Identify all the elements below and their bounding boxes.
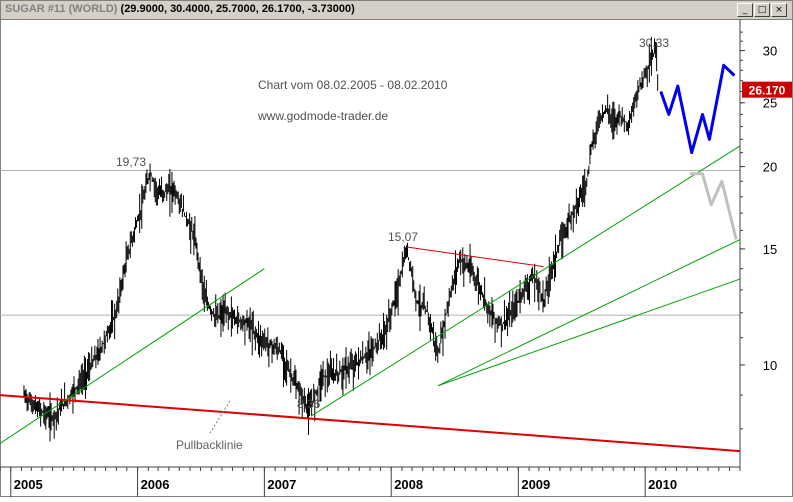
low-2007-label: 8,36 bbox=[297, 397, 321, 411]
high-2008-label: 15,07 bbox=[388, 230, 418, 244]
trendline-0 bbox=[0, 394, 741, 453]
window-titlebar[interactable]: SUGAR #11 (WORLD) (29.9000, 30.4000, 25.… bbox=[1, 1, 792, 20]
symbol-label: SUGAR #11 bbox=[5, 3, 66, 15]
x-tick-label: 2005 bbox=[14, 477, 43, 492]
ohlc-readout: (29.9000, 30.4000, 25.7000, 26.1700, -3.… bbox=[120, 3, 355, 15]
y-tick-label: 20 bbox=[763, 160, 777, 175]
forecast-path-0 bbox=[659, 63, 736, 155]
date-range-text: Chart vom 08.02.2005 - 08.02.2010 bbox=[258, 78, 448, 92]
window-title: SUGAR #11 (WORLD) (29.9000, 30.4000, 25.… bbox=[5, 3, 355, 15]
price-bars bbox=[23, 36, 659, 442]
forecast-paths bbox=[659, 63, 738, 240]
high-2010-label: 30,33 bbox=[639, 36, 669, 50]
price-badge-bg bbox=[742, 81, 792, 98]
trendline-4 bbox=[437, 278, 741, 387]
trendlines bbox=[0, 145, 741, 453]
forecast-path-1 bbox=[690, 172, 738, 240]
y-tick-label: 25 bbox=[763, 96, 777, 111]
x-tick-label: 2007 bbox=[267, 477, 296, 492]
y-tick-label: 30 bbox=[763, 44, 777, 59]
x-tick-label: 2010 bbox=[648, 477, 677, 492]
horizontal-levels bbox=[0, 169, 740, 316]
high-2006-label: 19,73 bbox=[116, 155, 146, 169]
website-text: www.godmode-trader.de bbox=[257, 109, 388, 123]
y-tick-label: 15 bbox=[763, 242, 777, 257]
price-chart: 10 15 20 25 30 2005 2006 2007 2008 2009 2010 Chart… bbox=[0, 19, 792, 497]
price-badge-value: 26.170 bbox=[749, 84, 786, 98]
maximize-button[interactable]: □ bbox=[754, 3, 770, 17]
y-tick-label: 10 bbox=[763, 358, 777, 373]
trendline-3 bbox=[437, 239, 741, 387]
price-badge: 26.170 bbox=[742, 81, 792, 98]
close-button[interactable]: × bbox=[771, 3, 787, 17]
tick-labels: 10 15 20 25 30 2005 2006 2007 2008 2009 2010 bbox=[0, 31, 777, 497]
exchange-label: (WORLD) bbox=[68, 3, 118, 15]
minimize-button[interactable]: _ bbox=[737, 3, 753, 17]
x-tick-label: 2006 bbox=[141, 477, 170, 492]
pullback-label: Pullbacklinie bbox=[176, 438, 243, 452]
chart-area: 10 15 20 25 30 2005 2006 2007 2008 2009 2010 Chart… bbox=[0, 19, 793, 497]
x-tick-label: 2008 bbox=[394, 477, 423, 492]
pullback-pointer bbox=[209, 400, 231, 434]
trendline-1 bbox=[0, 268, 265, 444]
x-tick-label: 2009 bbox=[521, 477, 550, 492]
annotation-texts: Chart vom 08.02.2005 - 08.02.2010 www.go… bbox=[116, 36, 669, 452]
trendline-5 bbox=[406, 246, 544, 268]
trendline-2 bbox=[310, 145, 741, 417]
